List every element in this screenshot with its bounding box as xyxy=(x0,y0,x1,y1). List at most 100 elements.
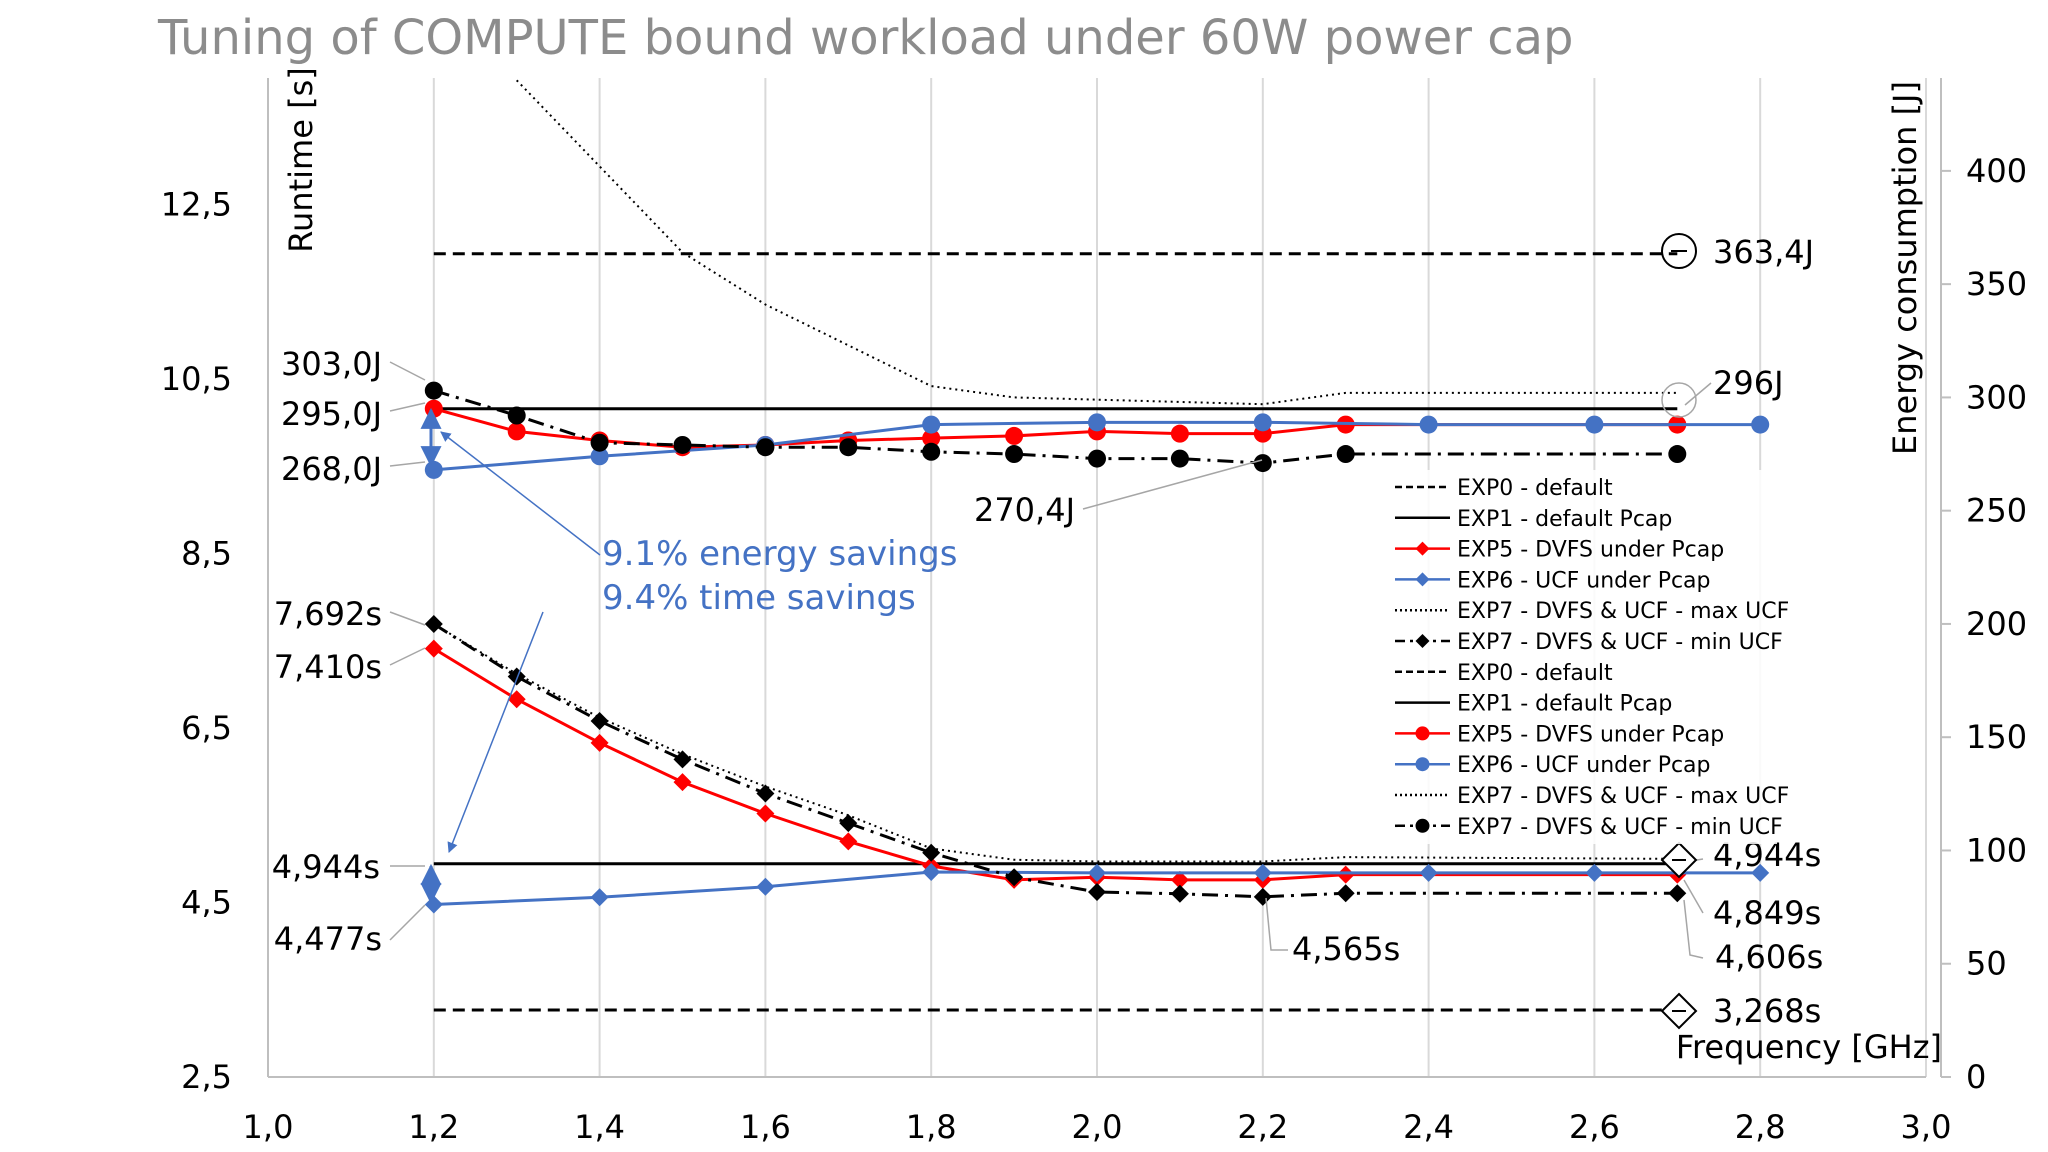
x-axis-label: Frequency [GHz] xyxy=(1676,1028,1942,1066)
series xyxy=(424,79,1770,1012)
data-point xyxy=(1415,726,1430,741)
y-tick-label: 10,5 xyxy=(161,360,232,398)
data-point xyxy=(673,435,692,454)
leader-line xyxy=(1683,899,1704,959)
data-point xyxy=(1415,634,1430,648)
y-tick-label: 12,5 xyxy=(161,186,232,224)
leader-line xyxy=(389,402,426,412)
legend-entry: EXP7 - DVFS & UCF - min UCF xyxy=(1395,630,1783,655)
chart-title: Tuning of COMPUTE bound workload under 6… xyxy=(158,10,1574,66)
data-point xyxy=(839,832,858,851)
time-savings-label: 9.4% time savings xyxy=(602,578,916,618)
data-point xyxy=(1088,413,1106,432)
data-point xyxy=(839,814,858,833)
data-point xyxy=(590,733,609,752)
data-label: 363,4J xyxy=(1713,233,1814,271)
data-point xyxy=(424,615,443,634)
data-point xyxy=(1253,863,1272,882)
data-label: 7,692s xyxy=(274,595,382,633)
legend-label: EXP7 - DVFS & UCF - min UCF xyxy=(1457,630,1783,655)
data-point xyxy=(1253,454,1272,473)
data-point xyxy=(424,460,443,479)
data-point xyxy=(673,773,692,792)
y-tick-label: 6,5 xyxy=(181,709,232,747)
data-point xyxy=(507,667,526,686)
data-label: 4,477s xyxy=(274,920,382,958)
legend-label: EXP5 - DVFS under Pcap xyxy=(1457,722,1724,747)
legend-entry: EXP7 - DVFS & UCF - max UCF xyxy=(1395,784,1789,809)
legend-entry: EXP1 - default Pcap xyxy=(1395,692,1672,717)
y-tick-label: 8,5 xyxy=(181,535,232,573)
y2-tick-label: 250 xyxy=(1966,492,2027,530)
data-point xyxy=(424,895,443,914)
x-tick-label: 2,0 xyxy=(1072,1108,1123,1146)
energy-pointer-line xyxy=(440,431,601,556)
data-point xyxy=(1005,868,1024,887)
data-point xyxy=(1005,445,1024,464)
data-point xyxy=(922,843,941,862)
leader-line xyxy=(389,904,426,941)
x-tick-label: 1,8 xyxy=(906,1108,957,1146)
legend-entry: EXP1 - default Pcap xyxy=(1395,507,1672,532)
leader-line xyxy=(389,461,426,467)
data-point xyxy=(1005,426,1024,445)
y2-tick-label: 400 xyxy=(1966,152,2027,190)
y-axis-label: Runtime [s] xyxy=(282,67,320,252)
data-point xyxy=(1415,572,1430,587)
data-point xyxy=(590,433,609,452)
time-pointer-line xyxy=(447,611,544,853)
legend-entry: EXP5 - DVFS under Pcap xyxy=(1395,538,1724,563)
legend-label: EXP6 - UCF under Pcap xyxy=(1457,568,1711,593)
leader-line xyxy=(389,611,426,626)
legend-label: EXP0 - default xyxy=(1457,661,1613,686)
data-point xyxy=(1415,818,1430,833)
series-exp7-dvfs-ucf-min-ucf xyxy=(424,615,1687,906)
legend-entry: EXP7 - DVFS & UCF - max UCF xyxy=(1395,599,1789,624)
y2-tick-label: 150 xyxy=(1966,718,2027,756)
y-tick-label: 4,5 xyxy=(181,884,232,922)
x-tick-label: 3,0 xyxy=(1901,1108,1952,1146)
legend: EXP0 - default EXP1 - default Pcap EXP5 - … xyxy=(1385,470,1789,844)
legend-entry: EXP5 - DVFS under Pcap xyxy=(1395,722,1724,747)
series-line xyxy=(515,79,1678,406)
data-label: 3,268s xyxy=(1713,992,1821,1030)
data-point xyxy=(1419,415,1438,434)
y2-tick-label: 100 xyxy=(1966,831,2027,869)
data-point xyxy=(1585,415,1604,434)
data-point xyxy=(1585,863,1604,882)
data-label: 303,0J xyxy=(281,345,382,383)
y2-axis-label: Energy consumption [J] xyxy=(1886,81,1924,455)
data-point xyxy=(424,381,443,400)
x-tick-label: 2,8 xyxy=(1735,1108,1786,1146)
legend-entry: EXP0 - default xyxy=(1395,661,1613,686)
legend-label: EXP0 - default xyxy=(1457,476,1613,501)
data-point xyxy=(424,399,443,418)
data-point xyxy=(1088,449,1106,468)
legend-label: EXP1 - default Pcap xyxy=(1457,692,1672,717)
y2-tick-label: 300 xyxy=(1966,378,2027,416)
data-point xyxy=(1336,445,1355,464)
data-point xyxy=(1336,865,1355,884)
data-point xyxy=(1170,870,1189,889)
data-point xyxy=(1170,884,1189,903)
data-label: 295,0J xyxy=(281,395,382,433)
y-tick-label: 2,5 xyxy=(181,1058,232,1096)
y2-tick-label: 350 xyxy=(1966,265,2027,303)
data-point xyxy=(590,712,609,731)
data-point xyxy=(1336,884,1355,903)
legend-label: EXP1 - default Pcap xyxy=(1457,507,1672,532)
leader-line xyxy=(1684,382,1712,406)
y2-tick-label: 0 xyxy=(1966,1058,1986,1096)
x-tick-label: 1,2 xyxy=(408,1108,459,1146)
data-point xyxy=(756,784,775,803)
series-line xyxy=(433,407,1678,449)
data-point xyxy=(1253,887,1272,906)
data-point xyxy=(507,406,526,425)
data-point xyxy=(922,862,941,881)
data-point xyxy=(673,750,692,769)
leader-line xyxy=(389,361,426,381)
grid xyxy=(432,78,1927,1077)
data-point xyxy=(507,690,526,709)
data-point xyxy=(1419,863,1438,882)
x-tick-label: 1,0 xyxy=(243,1108,294,1146)
